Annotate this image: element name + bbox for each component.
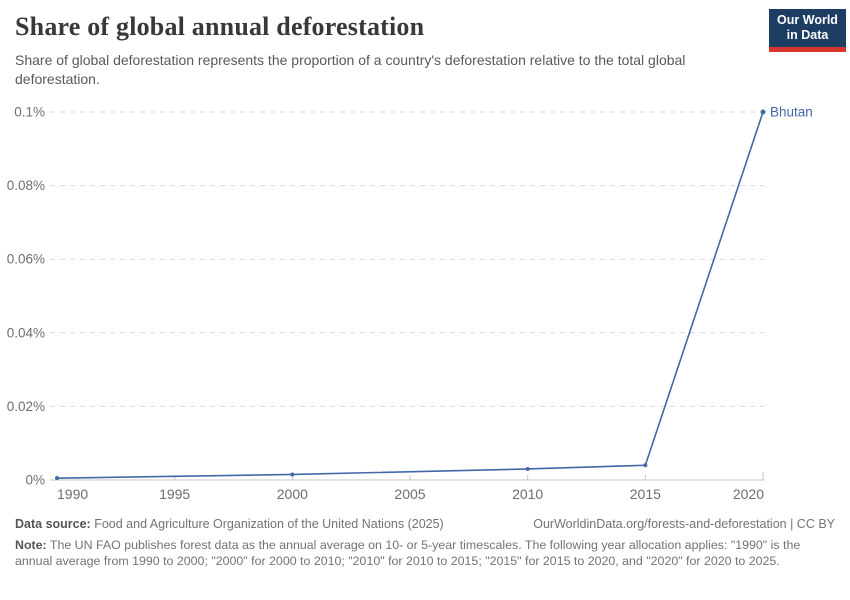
- data-point[interactable]: [760, 109, 766, 115]
- y-tick-label: 0.06%: [7, 252, 45, 267]
- x-tick-label: 2000: [277, 486, 308, 502]
- line-chart-plot-area[interactable]: 0% 0.02% 0.04% 0.06% 0.08% 0.1% 1990 1995 2000 20…: [0, 95, 850, 507]
- data-point[interactable]: [55, 476, 59, 481]
- chart-note: Note: The UN FAO publishes forest data a…: [15, 537, 823, 570]
- attribution-link[interactable]: OurWorldinData.org/forests-and-deforesta…: [533, 517, 835, 531]
- x-tick-label: 2020: [733, 486, 764, 502]
- owid-logo[interactable]: Our World in Data: [769, 9, 846, 52]
- series-end-label[interactable]: Bhutan: [770, 105, 813, 120]
- data-point[interactable]: [525, 466, 530, 471]
- x-tick-label: 2015: [630, 486, 661, 502]
- y-tick-label: 0.04%: [7, 325, 45, 340]
- chart-footer: Data source: Food and Agriculture Organi…: [15, 516, 835, 570]
- y-tick-label: 0.08%: [7, 178, 45, 193]
- chart-subtitle: Share of global deforestation represents…: [15, 52, 686, 87]
- owid-logo-line1: Our World: [777, 13, 838, 27]
- y-tick-label: 0%: [25, 473, 45, 488]
- y-tick-label: 0.1%: [14, 105, 45, 120]
- x-tick-label: 1990: [57, 486, 88, 502]
- data-source-line: Data source: Food and Agriculture Organi…: [15, 516, 444, 532]
- note-text: The UN FAO publishes forest data as the …: [15, 538, 801, 569]
- x-tick-label: 2010: [512, 486, 543, 502]
- note-label: Note:: [15, 538, 47, 552]
- data-point[interactable]: [643, 463, 648, 468]
- page-title: Share of global annual deforestation: [15, 12, 425, 41]
- owid-logo-line2: in Data: [786, 28, 829, 42]
- data-line[interactable]: [56, 111, 764, 479]
- data-point[interactable]: [290, 472, 295, 477]
- y-tick-label: 0.02%: [7, 399, 45, 414]
- data-source-label: Data source:: [15, 517, 91, 531]
- data-source-text: Food and Agriculture Organization of the…: [90, 517, 444, 531]
- x-tick-label: 1995: [159, 486, 190, 502]
- x-tick-label: 2005: [394, 486, 425, 502]
